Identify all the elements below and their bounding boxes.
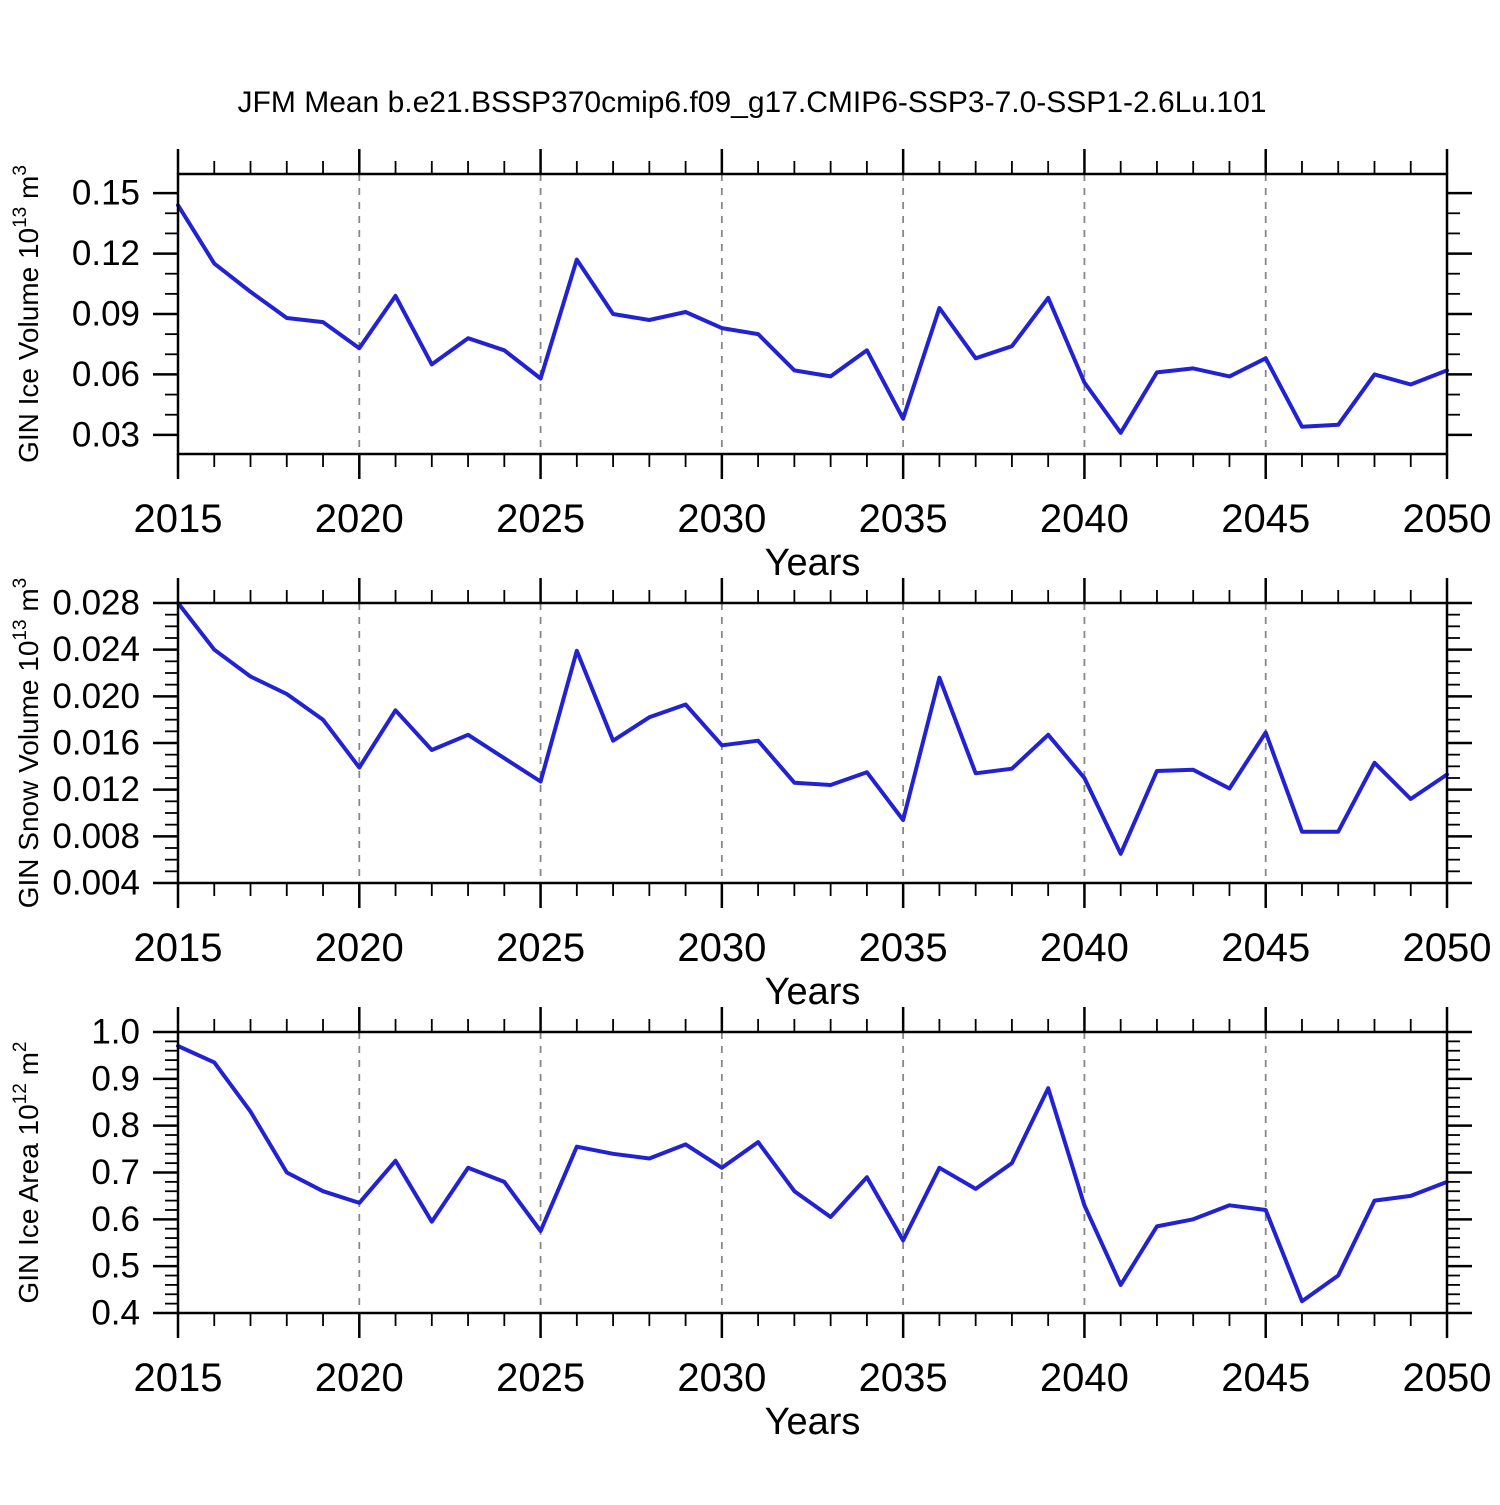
axes-frame [176, 1030, 1449, 1315]
x-tick-label: 2040 [1040, 497, 1129, 541]
x-tick-label: 2015 [134, 497, 223, 541]
x-axis-title: Years [765, 971, 861, 1013]
y-tick-label: 0.03 [72, 415, 140, 454]
y-tick-label: 0.6 [91, 1200, 140, 1239]
x-tick-label: 2015 [134, 1356, 223, 1400]
x-tick-label: 2025 [496, 1356, 585, 1400]
x-tick-label: 2015 [134, 926, 223, 970]
y-tick-label: 0.020 [52, 677, 140, 716]
x-tick-label: 2035 [859, 926, 948, 970]
y-tick-label: 0.7 [91, 1153, 140, 1192]
y-tick-label: 0.028 [52, 584, 140, 623]
y-tick-label: 0.06 [72, 355, 140, 394]
x-tick-label: 2030 [677, 497, 766, 541]
x-tick-label: 2045 [1221, 926, 1310, 970]
x-tick-label: 2050 [1403, 497, 1492, 541]
y-axis-title: GIN Ice Volume 1013 m3 [10, 165, 44, 463]
panel-gin-ice-area: 2015 2020 2025 2030 2035 2040 2045 2050 0.4 0.5 0.… [10, 1007, 1491, 1443]
y-tick-label: 0.15 [72, 174, 140, 213]
y-tick-label: 0.012 [52, 770, 140, 809]
x-tick-label: 2040 [1040, 926, 1129, 970]
panels: 2015 2020 2025 2030 2035 2040 2045 2050 0.03 0.06… [10, 149, 1491, 1443]
x-tick-label: 2045 [1221, 497, 1310, 541]
series-line-gin-ice-volume [176, 203, 1449, 435]
y-tick-label: 0.024 [52, 630, 140, 669]
x-tick-label: 2030 [677, 926, 766, 970]
x-tick-label: 2040 [1040, 1356, 1129, 1400]
x-axis-title: Years [765, 1401, 861, 1443]
x-tick-label: 2025 [496, 926, 585, 970]
y-tick-label: 0.8 [91, 1106, 140, 1145]
y-tick-label: 0.9 [91, 1059, 140, 1098]
x-axis-title: Years [765, 542, 861, 584]
x-tick-label: 2020 [315, 926, 404, 970]
y-tick-label: 0.5 [91, 1247, 140, 1286]
x-tick-label: 2020 [315, 1356, 404, 1400]
y-tick-label: 1.0 [91, 1013, 140, 1052]
x-tick-label: 2030 [677, 1356, 766, 1400]
y-axis-title: GIN Ice Area 1012 m2 [10, 1041, 44, 1303]
figure-title: JFM Mean b.e21.BSSP370cmip6.f09_g17.CMIP… [238, 86, 1267, 119]
y-tick-label: 0.12 [72, 234, 140, 273]
x-tick-label: 2025 [496, 497, 585, 541]
x-tick-label: 2035 [859, 497, 948, 541]
x-tick-label: 2050 [1403, 1356, 1492, 1400]
y-tick-label: 0.004 [52, 864, 140, 903]
axes-frame [176, 172, 1449, 456]
panel-gin-snow-volume: 2015 2020 2025 2030 2035 2040 2045 2050 0.004 0.0… [10, 578, 1491, 1013]
y-tick-label: 0.008 [52, 817, 140, 856]
y-tick-label: 0.09 [72, 295, 140, 334]
series-line-gin-ice-area [176, 1044, 1449, 1304]
x-tick-label: 2045 [1221, 1356, 1310, 1400]
y-tick-label: 0.016 [52, 724, 140, 763]
y-tick-label: 0.4 [91, 1294, 140, 1333]
x-tick-label: 2020 [315, 497, 404, 541]
y-axis-title: GIN Snow Volume 1013 m3 [10, 578, 44, 909]
series-line-gin-snow-volume [176, 601, 1449, 856]
x-tick-label: 2050 [1403, 926, 1492, 970]
x-tick-label: 2035 [859, 1356, 948, 1400]
panel-gin-ice-volume: 2015 2020 2025 2030 2035 2040 2045 2050 0.03 0.06… [10, 149, 1491, 584]
